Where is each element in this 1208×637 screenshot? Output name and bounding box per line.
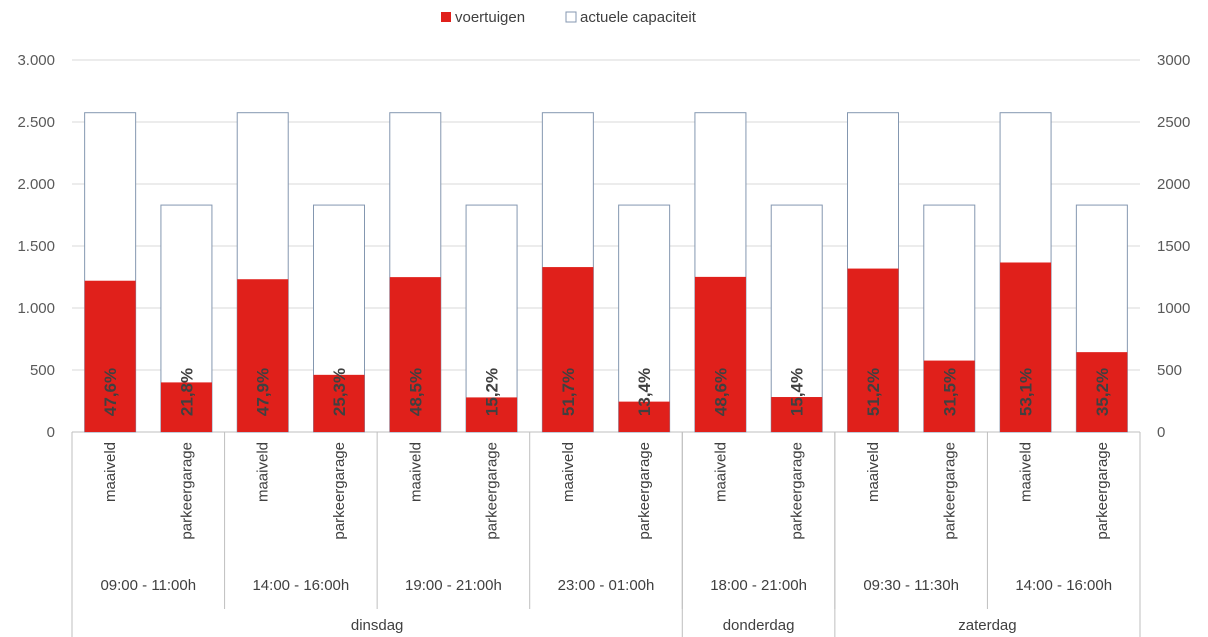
time-group-label: 14:00 - 16:00h	[1015, 577, 1112, 594]
day-group-label: donderdag	[723, 617, 795, 634]
category-label: maaiveld	[255, 442, 272, 502]
legend-swatch-capaciteit	[565, 11, 577, 23]
percent-label: 31,5%	[940, 368, 959, 416]
percent-label: 15,2%	[483, 368, 502, 416]
y-axis-right: 0 500 1000 1500 2000 2500 3000	[1157, 52, 1190, 441]
y-tick-label-left: 0	[47, 424, 55, 441]
time-group-label: 19:00 - 21:00h	[405, 577, 502, 594]
category-label: parkeergarage	[636, 442, 653, 540]
y-tick-label-left: 2.000	[17, 176, 55, 193]
percent-label: 21,8%	[177, 368, 196, 416]
percent-label: 25,3%	[330, 368, 349, 416]
vehicle-bar	[160, 382, 212, 432]
vehicle-bar	[923, 360, 975, 432]
y-tick-label-left: 1.000	[17, 300, 55, 317]
percent-label: 48,6%	[711, 368, 730, 416]
day-group-label: zaterdag	[958, 617, 1016, 634]
category-label: parkeergarage	[789, 442, 806, 540]
vehicle-bar	[771, 397, 823, 432]
vehicle-bar	[542, 267, 594, 432]
vehicle-bar	[313, 374, 365, 432]
y-tick-label-right: 500	[1157, 362, 1182, 379]
vehicle-bar	[694, 276, 746, 432]
category-label: maaiveld	[560, 442, 577, 502]
vehicle-bar	[1076, 352, 1128, 432]
category-label: parkeergarage	[1094, 442, 1111, 540]
percent-label: 35,2%	[1093, 368, 1112, 416]
vehicle-bar	[618, 401, 670, 432]
y-tick-label-right: 1000	[1157, 300, 1190, 317]
y-tick-label-left: 3.000	[17, 52, 55, 69]
y-tick-label-left: 2.500	[17, 114, 55, 131]
category-label: maaiveld	[712, 442, 729, 502]
x-axis: maaiveld parkeergarage maaiveld parkeergara…	[71, 432, 1141, 637]
category-label: parkeergarage	[331, 442, 348, 540]
y-tick-label-right: 0	[1157, 424, 1165, 441]
category-label: maaiveld	[865, 442, 882, 502]
legend-swatch-voertuigen	[441, 12, 451, 22]
y-tick-label-left: 1.500	[17, 238, 55, 255]
category-label: parkeergarage	[941, 442, 958, 540]
legend-label-capaciteit: actuele capaciteit	[580, 9, 697, 26]
category-label: maaiveld	[102, 442, 119, 502]
y-tick-label-right: 2000	[1157, 176, 1190, 193]
vehicle-bar	[1000, 262, 1052, 432]
day-group-label: dinsdag	[351, 617, 404, 634]
y-tick-label-right: 3000	[1157, 52, 1190, 69]
category-label: maaiveld	[1018, 442, 1035, 502]
time-group-label: 09:30 - 11:30h	[863, 577, 959, 594]
percent-label: 47,6%	[101, 368, 120, 416]
capacity-bar	[465, 204, 518, 433]
percent-label: 13,4%	[635, 368, 654, 416]
vehicle-bar	[84, 280, 136, 432]
vehicle-bar	[389, 277, 441, 432]
vehicle-bar	[466, 397, 518, 432]
capacity-bar	[618, 204, 671, 433]
gridlines	[72, 59, 1140, 433]
percent-label: 48,5%	[406, 368, 425, 416]
time-group-label: 14:00 - 16:00h	[252, 577, 349, 594]
y-tick-label-right: 1500	[1157, 238, 1190, 255]
category-label: parkeergarage	[178, 442, 195, 540]
y-axis-left: 0 500 1.000 1.500 2.000 2.500 3.000	[17, 52, 55, 441]
percent-label: 15,4%	[788, 368, 807, 416]
vehicle-bar	[237, 279, 289, 432]
time-group-label: 23:00 - 01:00h	[558, 577, 655, 594]
bars: 47,6% 21,8% 47,9% 25,3% 48,5% 15,2% 51,7% 13,4%…	[84, 112, 1128, 433]
time-group-label: 09:00 - 11:00h	[100, 577, 196, 594]
percent-label: 51,7%	[559, 368, 578, 416]
y-tick-label-right: 2500	[1157, 114, 1190, 131]
percent-label: 51,2%	[864, 368, 883, 416]
legend-label-voertuigen: voertuigen	[455, 9, 525, 26]
percent-label: 53,1%	[1017, 368, 1036, 416]
time-group-label: 18:00 - 21:00h	[710, 577, 807, 594]
category-label: parkeergarage	[484, 442, 501, 540]
capacity-bar	[770, 204, 823, 433]
vehicle-bar	[847, 268, 899, 432]
y-tick-label-left: 500	[30, 362, 55, 379]
category-label: maaiveld	[407, 442, 424, 502]
legend: voertuigen actuele capaciteit	[441, 9, 697, 26]
percent-label: 47,9%	[254, 368, 273, 416]
